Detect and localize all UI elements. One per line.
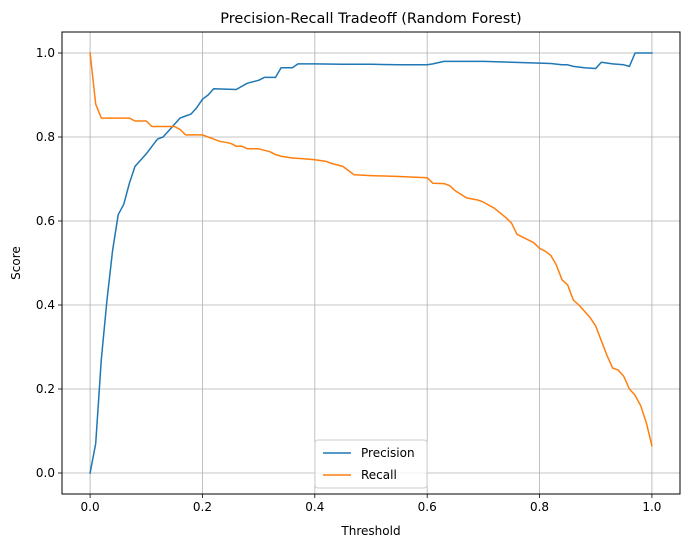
recall-line <box>89 52 653 447</box>
x-tick-label: 1.0 <box>642 500 661 514</box>
legend-precision-label: Precision <box>361 446 415 460</box>
y-tick-label: 0.2 <box>36 382 55 396</box>
precision-line <box>89 52 653 474</box>
legend-recall-label: Recall <box>361 468 397 482</box>
chart-title: Precision-Recall Tradeoff (Random Forest… <box>220 11 521 27</box>
x-tick-label: 0.0 <box>81 500 100 514</box>
y-axis-label: Score <box>9 246 23 280</box>
axis-ticks: 0.0 0.2 0.4 0.6 0.8 1.0 0.0 0.2 0.4 0.6 0.8 1.0 <box>36 46 662 514</box>
series-lines <box>89 52 653 474</box>
x-tick-label: 0.4 <box>305 500 324 514</box>
y-tick-label: 0.8 <box>36 130 55 144</box>
legend: Precision Recall <box>314 439 428 489</box>
legend-box <box>314 439 428 489</box>
y-tick-label: 0.4 <box>36 298 55 312</box>
x-tick-label: 0.2 <box>193 500 212 514</box>
x-tick-label: 0.6 <box>418 500 437 514</box>
x-tick-label: 0.8 <box>530 500 549 514</box>
plot-frame <box>61 31 681 495</box>
grid <box>62 32 680 494</box>
y-tick-label: 0.6 <box>36 214 55 228</box>
y-tick-label: 1.0 <box>36 46 55 60</box>
y-tick-label: 0.0 <box>36 466 55 480</box>
x-axis-label: Threshold <box>340 524 400 538</box>
